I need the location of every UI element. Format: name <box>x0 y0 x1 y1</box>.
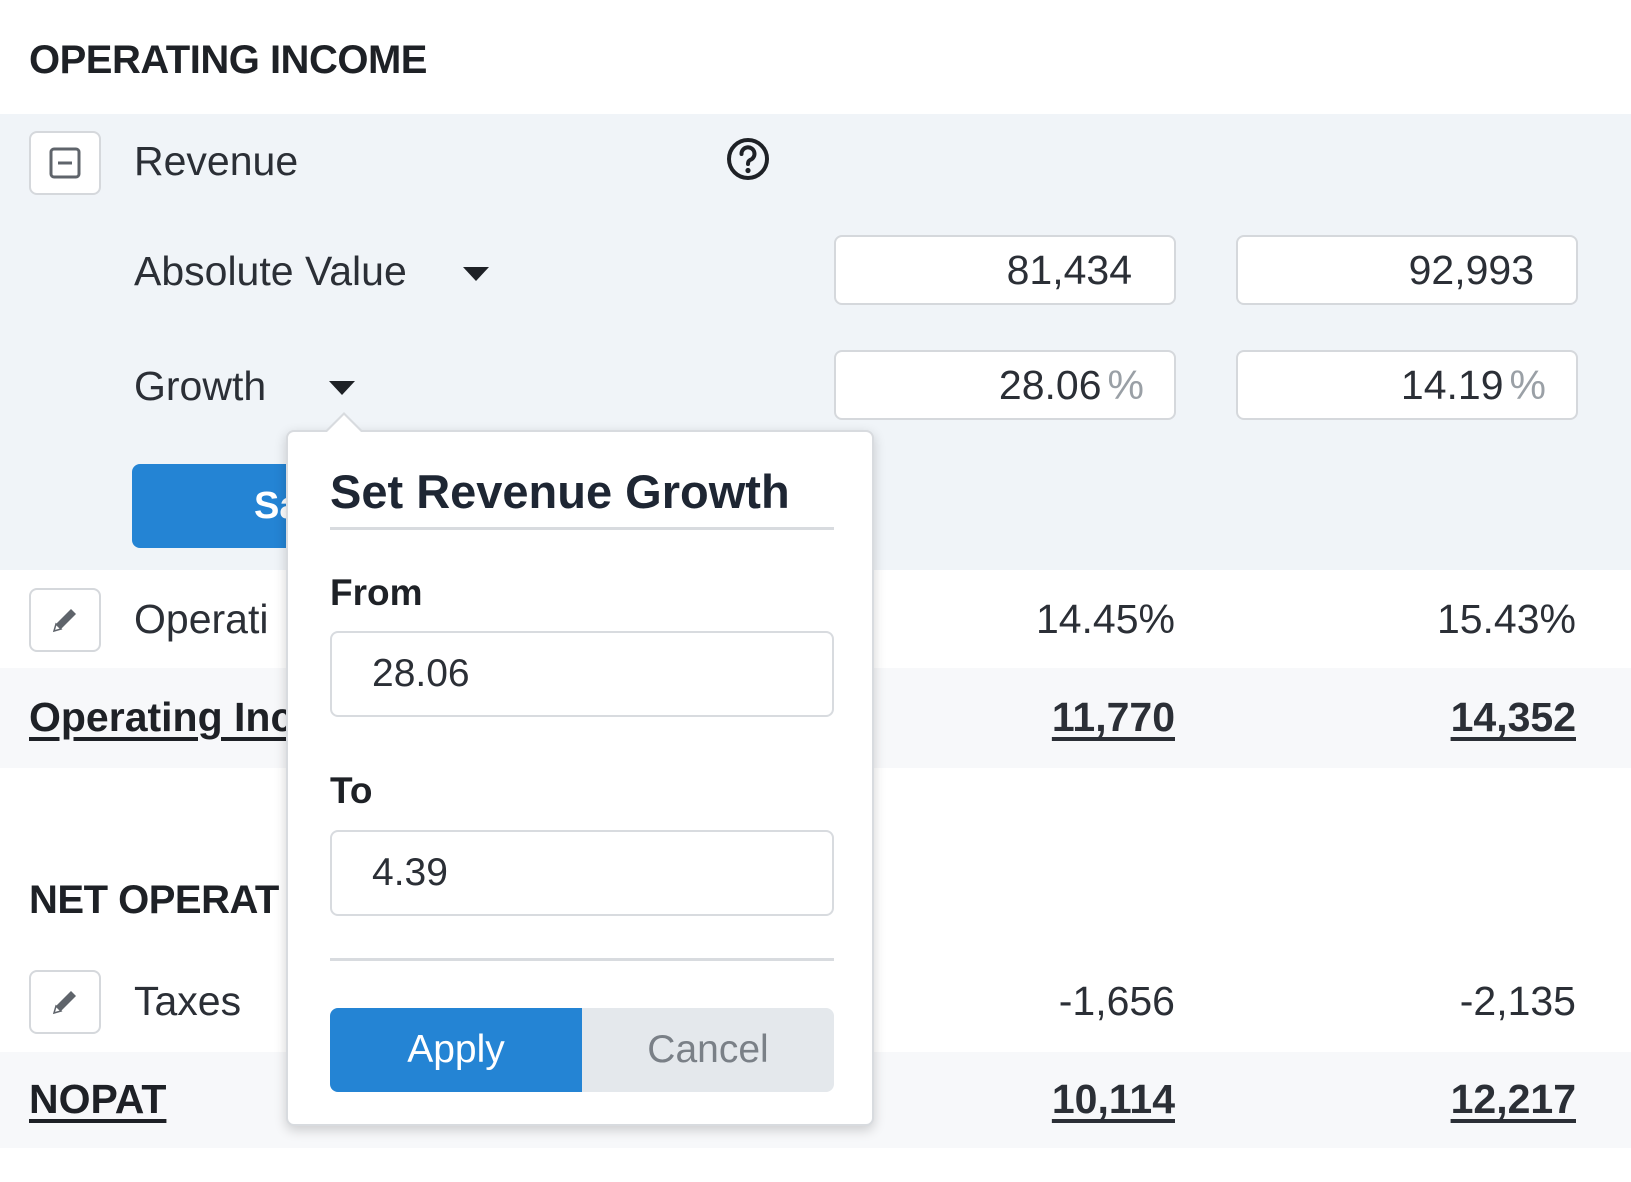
growth-value-2: 14.19 <box>1400 361 1504 408</box>
operating-income-total-2: 14,352 <box>1450 694 1576 740</box>
growth-dropdown[interactable] <box>329 381 355 395</box>
growth-input-1[interactable]: 28.06% <box>834 350 1176 420</box>
popover-arrow <box>324 412 364 433</box>
taxes-row: Taxes -1,656 -2,135 <box>0 954 1631 1052</box>
to-label: To <box>330 770 373 811</box>
popover-actions: Apply Cancel <box>330 1008 834 1092</box>
absolute-value-label: Absolute Value <box>134 248 407 294</box>
question-circle-icon[interactable] <box>726 137 770 186</box>
absolute-value-2: 92,993 <box>1408 246 1534 293</box>
absolute-value-input-2[interactable]: 92,993 <box>1236 235 1578 305</box>
growth-unit-1: % <box>1107 361 1144 408</box>
nopat-value-2: 12,217 <box>1450 1076 1576 1122</box>
growth-value-1: 28.06 <box>998 361 1102 408</box>
taxes-value-1: -1,656 <box>1058 978 1175 1024</box>
growth-label: Growth <box>134 363 267 409</box>
taxes-label: Taxes <box>134 978 242 1024</box>
edit-taxes-button[interactable] <box>29 970 101 1034</box>
to-input-group: % <box>330 830 834 916</box>
revenue-label: Revenue <box>134 138 299 184</box>
absolute-value-dropdown[interactable] <box>463 267 489 281</box>
set-revenue-growth-popover: Set Revenue Growth From % To % Apply Can… <box>286 412 874 1126</box>
pencil-icon <box>52 991 76 1015</box>
operating-income-total-label: Operating Inc <box>29 694 294 740</box>
popover-title: Set Revenue Growth <box>330 464 834 530</box>
operating-margin-label: Operati <box>134 596 269 642</box>
nopat-value-1: 10,114 <box>1051 1076 1175 1122</box>
growth-unit-2: % <box>1509 361 1546 408</box>
net-operating-title: NET OPERAT <box>29 878 279 922</box>
from-input-group: % <box>330 631 834 717</box>
nopat-label: NOPAT <box>29 1076 167 1122</box>
growth-input-2[interactable]: 14.19% <box>1236 350 1578 420</box>
pencil-icon <box>52 609 76 633</box>
operating-income-title: OPERATING INCOME <box>29 38 427 82</box>
edit-operating-margin-button[interactable] <box>29 588 101 652</box>
from-label: From <box>330 572 423 613</box>
operating-margin-value-2: 15.43% <box>1436 596 1576 642</box>
operating-margin-row: Operati 14.45% 15.43% <box>0 570 1631 668</box>
to-input[interactable] <box>332 832 832 914</box>
apply-button[interactable]: Apply <box>330 1008 582 1092</box>
popover-divider <box>330 958 834 961</box>
cancel-button[interactable]: Cancel <box>582 1008 834 1092</box>
from-input[interactable] <box>332 633 832 715</box>
minus-square-icon <box>49 147 81 179</box>
taxes-value-2: -2,135 <box>1459 978 1576 1024</box>
operating-margin-value-1: 14.45% <box>1035 596 1175 642</box>
absolute-value-1: 81,434 <box>1006 246 1132 293</box>
absolute-value-input-1[interactable]: 81,434 <box>834 235 1176 305</box>
operating-income-total-1: 11,770 <box>1051 694 1175 740</box>
collapse-button[interactable] <box>29 131 101 195</box>
